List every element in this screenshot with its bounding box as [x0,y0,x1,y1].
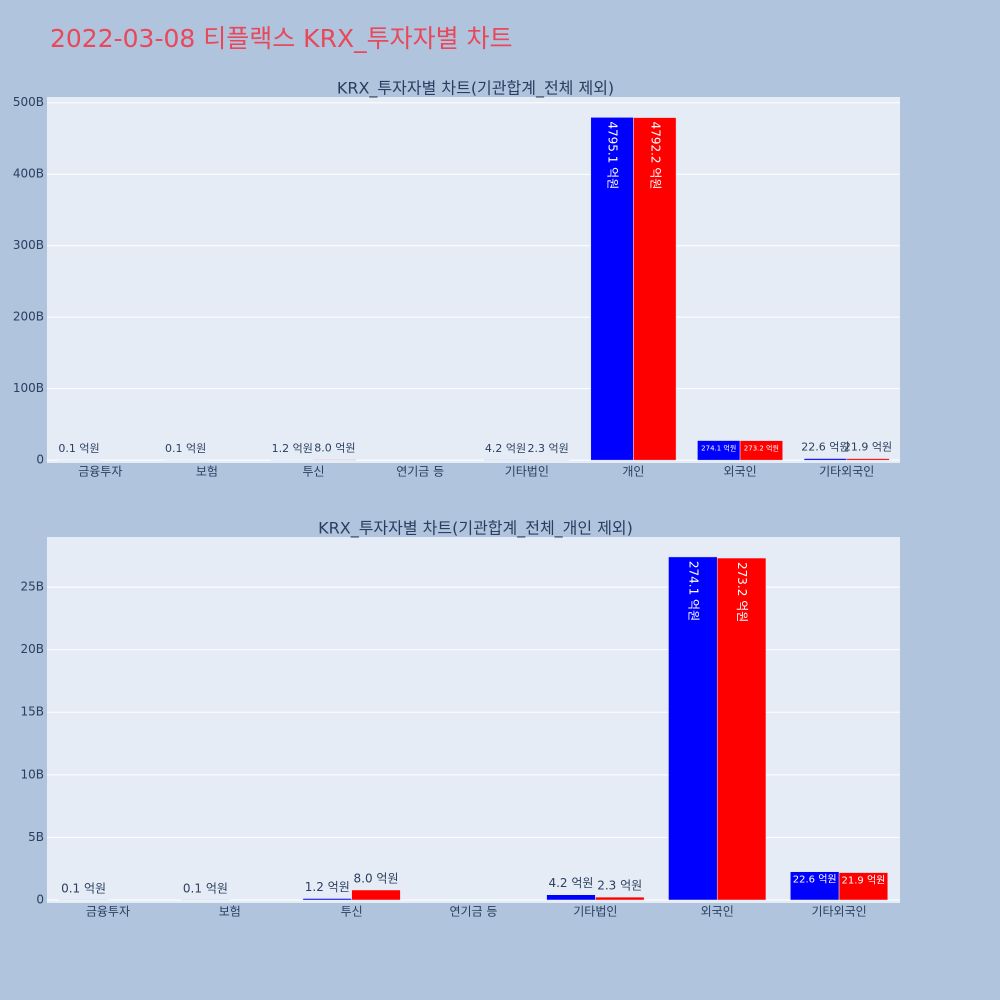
bar [716,557,767,901]
y-tick-label: 20B [20,642,44,656]
y-tick-label: 400B [13,167,44,181]
value-label: 8.0 억원 [314,442,355,455]
bar [803,458,847,461]
value-label: 4792.2 억원 [648,122,662,190]
y-tick-label: 300B [13,238,44,252]
value-label: 2.3 억원 [597,879,642,893]
x-tick-label: 기타외국인 [811,905,866,919]
y-tick-label: 15B [20,705,44,719]
bar [595,896,645,901]
value-label: 0.1 억원 [183,881,228,895]
subplot-title: KRX_투자자별 차트(기관합계_전체_개인 제외) [318,519,633,539]
page-title: 2022-03-08 티플랙스 KRX_투자자별 차트 [50,24,513,53]
y-tick-label: 25B [20,580,44,594]
bar [313,459,357,461]
x-tick-label: 투신 [303,465,325,479]
value-label: 4795.1 억원 [606,121,620,189]
value-label: 22.6 억원 [801,441,849,454]
value-label: 273.2 억원 [735,562,749,622]
y-tick-label: 0 [36,453,44,467]
value-label: 1.2 억원 [305,880,350,894]
value-label: 1.2 억원 [272,442,313,455]
x-tick-label: 외국인 [724,465,757,479]
y-tick-label: 5B [28,830,44,844]
x-tick-label: 연기금 등 [450,905,498,919]
x-tick-label: 기타법인 [505,465,549,479]
x-tick-label: 보험 [196,465,218,479]
x-tick-label: 보험 [219,905,241,919]
value-label: 4.2 억원 [548,876,593,890]
value-label: 4.2 억원 [485,442,526,455]
x-tick-label: 기타외국인 [819,465,874,479]
value-label: 21.9 억원 [842,875,886,887]
x-tick-label: 외국인 [701,905,734,919]
bar [302,898,352,901]
bar [790,871,840,901]
value-label: 8.0 억원 [354,871,399,885]
value-label: 21.9 억원 [844,441,892,454]
bar [633,117,677,461]
bar [739,440,783,461]
y-tick-label: 0 [36,892,44,906]
x-tick-label: 개인 [622,465,644,479]
plot-area [47,537,900,903]
x-tick-label: 금융투자 [78,465,122,479]
value-label: 22.6 억원 [793,874,837,886]
value-label: 274.1 억원 [701,444,736,453]
value-label: 2.3 억원 [528,442,569,455]
value-label: 0.1 억원 [58,442,99,455]
y-tick-label: 500B [13,95,44,109]
bar [546,894,596,901]
y-tick-label: 100B [13,381,44,395]
value-label: 0.1 억원 [165,442,206,455]
bar [838,872,889,901]
subplot-title: KRX_투자자별 차트(기관합계_전체 제외) [337,79,614,99]
x-tick-label: 연기금 등 [396,465,444,479]
x-tick-label: 기타법인 [573,905,617,919]
bar [351,889,401,901]
x-tick-label: 투신 [341,905,363,919]
bar [668,556,718,901]
plot-area [47,97,900,463]
y-tick-label: 10B [20,767,44,781]
x-tick-label: 금융투자 [86,905,130,919]
value-label: 0.1 억원 [61,881,106,895]
value-label: 274.1 억원 [686,561,700,621]
value-label: 273.2 억원 [744,444,779,453]
bar [846,458,890,461]
y-tick-label: 200B [13,310,44,324]
